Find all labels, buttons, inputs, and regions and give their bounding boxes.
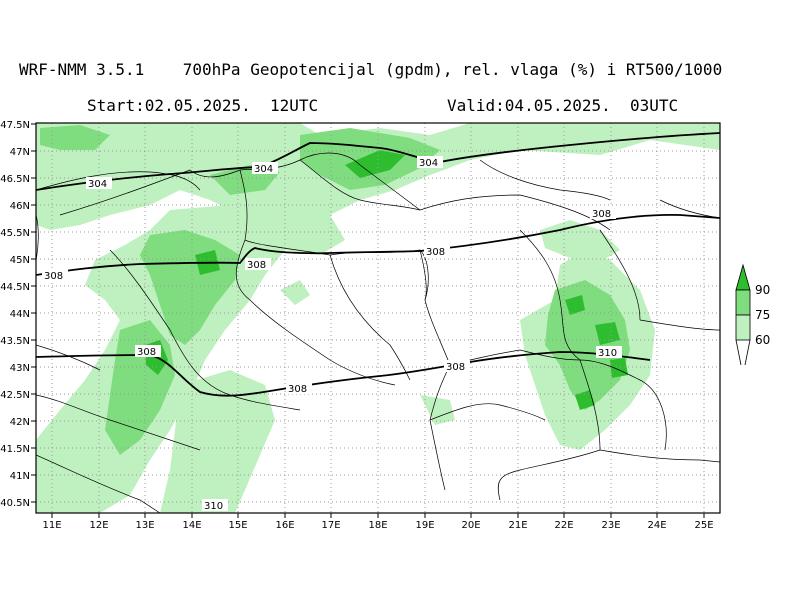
contour-label: 304 [254,164,273,175]
lon-label: 25E [694,520,713,531]
contour-labels: 304 304 304 308 308 308 308 308 308 308 … [42,156,622,512]
contour-label: 308 [592,209,611,220]
lat-label: 43.5N [0,336,30,347]
lat-label: 43N [10,363,30,374]
lat-label: 45.5N [0,228,30,239]
chart-title: WRF-NMM 3.5.1 700hPa Geopotencijal (gpdm… [19,60,723,79]
humidity-fill [36,123,720,513]
contour-label: 308 [247,260,266,271]
lon-label: 24E [647,520,666,531]
contour-label: 308 [137,347,156,358]
lon-label: 20E [461,520,480,531]
contour-label: 308 [288,384,307,395]
contour-label: 308 [446,362,465,373]
contour-label: 304 [88,179,107,190]
borders [36,152,720,513]
lat-label: 45N [10,255,30,266]
lon-label: 12E [89,520,108,531]
lat-label: 40.5N [0,498,30,509]
lat-label: 44.5N [0,282,30,293]
lat-label: 42N [10,417,30,428]
start-time: Start:02.05.2025. 12UTC [87,96,319,115]
lon-ticks [51,513,705,518]
lon-label: 22E [554,520,573,531]
contour-label: 308 [426,247,445,258]
contour-label: 304 [419,158,438,169]
lon-label: 15E [228,520,247,531]
lon-label: 16E [275,520,294,531]
lon-labels: 11E 12E 13E 14E 15E 16E 17E 18E 19E 20E … [42,520,713,531]
legend-label: 60 [755,333,770,347]
valid-time: Valid:04.05.2025. 03UTC [447,96,679,115]
lat-labels: 47.5N 47N 46.5N 46N 45.5N 45N 44.5N 44N … [0,120,30,509]
legend-60-swatch [735,314,751,341]
contour-label: 308 [44,271,63,282]
lon-label: 17E [321,520,340,531]
lat-label: 47N [10,147,30,158]
lon-label: 14E [182,520,201,531]
lat-label: 44N [10,309,30,320]
lon-label: 13E [135,520,154,531]
lon-label: 21E [508,520,527,531]
lon-label: 19E [415,520,434,531]
lat-label: 47.5N [0,120,30,131]
lon-label: 23E [601,520,620,531]
lat-ticks [31,123,36,503]
legend-75-swatch [735,289,751,316]
lon-label: 18E [368,520,387,531]
lon-label: 11E [42,520,61,531]
legend-90-swatch [735,263,751,291]
color-legend: 90 75 60 [735,263,770,366]
lat-label: 46N [10,201,30,212]
legend-label: 75 [755,308,770,322]
legend-label: 90 [755,283,770,297]
contour-label: 310 [204,501,223,512]
lat-label: 42.5N [0,390,30,401]
lat-label: 41.5N [0,444,30,455]
lat-label: 41N [10,471,30,482]
contour-label: 310 [598,348,617,359]
lat-label: 46.5N [0,174,30,185]
